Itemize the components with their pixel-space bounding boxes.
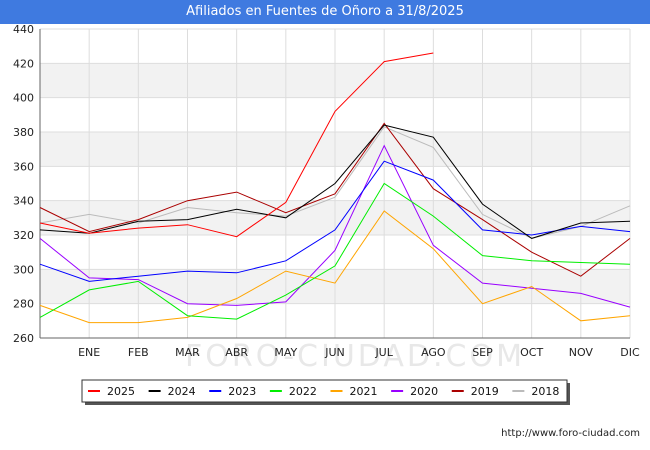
x-tick-label: OCT	[520, 346, 543, 359]
legend-label-2025: 2025	[107, 385, 135, 398]
legend-label-2021: 2021	[350, 385, 378, 398]
legend-label-2024: 2024	[168, 385, 196, 398]
y-tick-label: 340	[13, 195, 34, 208]
series-line-2022	[39, 182, 631, 320]
legend	[81, 379, 568, 403]
x-tick-label: MAR	[175, 346, 200, 359]
series-line-2020	[39, 144, 631, 308]
y-tick-label: 440	[13, 23, 34, 36]
series-line-2025	[39, 52, 434, 238]
x-tick-label: SEP	[472, 346, 493, 359]
legend-label-2018: 2018	[531, 385, 559, 398]
legend-label-2019: 2019	[471, 385, 499, 398]
y-tick-label: 360	[13, 160, 34, 173]
x-tick-label: NOV	[569, 346, 594, 359]
legend-label-2020: 2020	[410, 385, 438, 398]
y-tick-label: 400	[13, 92, 34, 105]
series-line-2024	[39, 124, 631, 239]
x-tick-label: MAY	[274, 346, 297, 359]
x-tick-label: ENE	[78, 346, 100, 359]
y-tick-label: 260	[13, 332, 34, 345]
x-tick-label: FEB	[128, 346, 149, 359]
series-line-2021	[39, 210, 631, 324]
x-tick-label: AGO	[421, 346, 446, 359]
chart-title: Afiliados en Fuentes de Oñoro a 31/8/202…	[0, 0, 650, 24]
y-tick-label: 300	[13, 263, 34, 276]
x-tick-label: JUN	[324, 346, 345, 359]
x-tick-label: ABR	[225, 346, 248, 359]
x-tick-label: DIC	[620, 346, 640, 359]
x-tick-label: JUL	[374, 346, 393, 359]
watermark: FORO-CIUDAD.COM	[185, 339, 525, 374]
source-url: http://www.foro-ciudad.com	[501, 428, 640, 439]
y-tick-label: 320	[13, 229, 34, 242]
series-line-2019	[39, 122, 631, 277]
y-tick-label: 380	[13, 126, 34, 139]
y-tick-label: 280	[13, 298, 34, 311]
legend-label-2023: 2023	[228, 385, 256, 398]
legend-label-2022: 2022	[289, 385, 317, 398]
series-line-2023	[39, 160, 631, 282]
y-tick-label: 420	[13, 57, 34, 70]
